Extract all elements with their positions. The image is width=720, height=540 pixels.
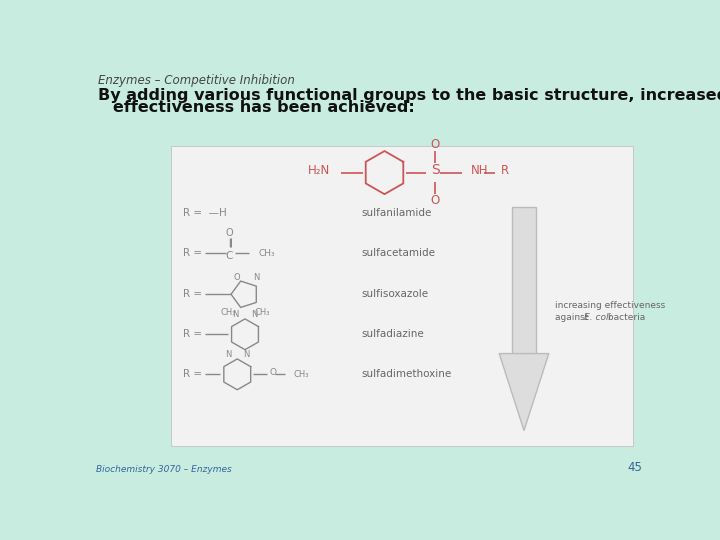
Text: S: S <box>431 163 440 177</box>
Text: sulfacetamide: sulfacetamide <box>361 248 436 259</box>
Text: R =  —H: R = —H <box>183 208 227 218</box>
Text: C: C <box>226 251 233 261</box>
Text: R =: R = <box>183 329 202 339</box>
Text: H₂N: H₂N <box>308 164 330 177</box>
Text: N: N <box>253 273 259 282</box>
Text: O: O <box>234 273 240 282</box>
Text: O: O <box>431 138 439 151</box>
Text: O: O <box>270 368 276 376</box>
Text: bacteria: bacteria <box>606 313 646 322</box>
Text: CH₃: CH₃ <box>254 308 270 317</box>
Text: sulfadiazine: sulfadiazine <box>361 329 424 339</box>
Text: O: O <box>431 194 439 207</box>
Text: increasing effectiveness: increasing effectiveness <box>555 301 665 309</box>
Polygon shape <box>499 354 549 430</box>
Text: sulfisoxazole: sulfisoxazole <box>361 289 428 299</box>
Text: R: R <box>500 164 509 177</box>
Text: Biochemistry 3070 – Enzymes: Biochemistry 3070 – Enzymes <box>96 465 232 475</box>
Text: R =: R = <box>183 248 202 259</box>
Text: R =: R = <box>183 289 202 299</box>
Text: NH: NH <box>472 164 489 177</box>
Bar <box>512 207 536 357</box>
Text: E. coli: E. coli <box>584 313 611 322</box>
Text: effectiveness has been achieved:: effectiveness has been achieved: <box>113 100 415 115</box>
Text: O: O <box>225 228 233 238</box>
Text: sulfanilamide: sulfanilamide <box>361 208 431 218</box>
Text: Enzymes – Competitive Inhibition: Enzymes – Competitive Inhibition <box>98 74 294 87</box>
Text: By adding various functional groups to the basic structure, increased: By adding various functional groups to t… <box>98 88 720 103</box>
Text: N: N <box>251 310 258 319</box>
Text: CH₃: CH₃ <box>259 249 276 258</box>
Text: CH₃: CH₃ <box>293 370 309 379</box>
Text: N: N <box>243 350 250 359</box>
Text: 45: 45 <box>627 462 642 475</box>
Text: N: N <box>233 310 239 319</box>
Text: R =: R = <box>183 369 202 379</box>
Bar <box>171 146 632 446</box>
Text: against: against <box>555 313 591 322</box>
Text: CH₃: CH₃ <box>220 308 235 317</box>
Text: sulfadimethoxine: sulfadimethoxine <box>361 369 451 379</box>
Text: N: N <box>225 350 231 359</box>
